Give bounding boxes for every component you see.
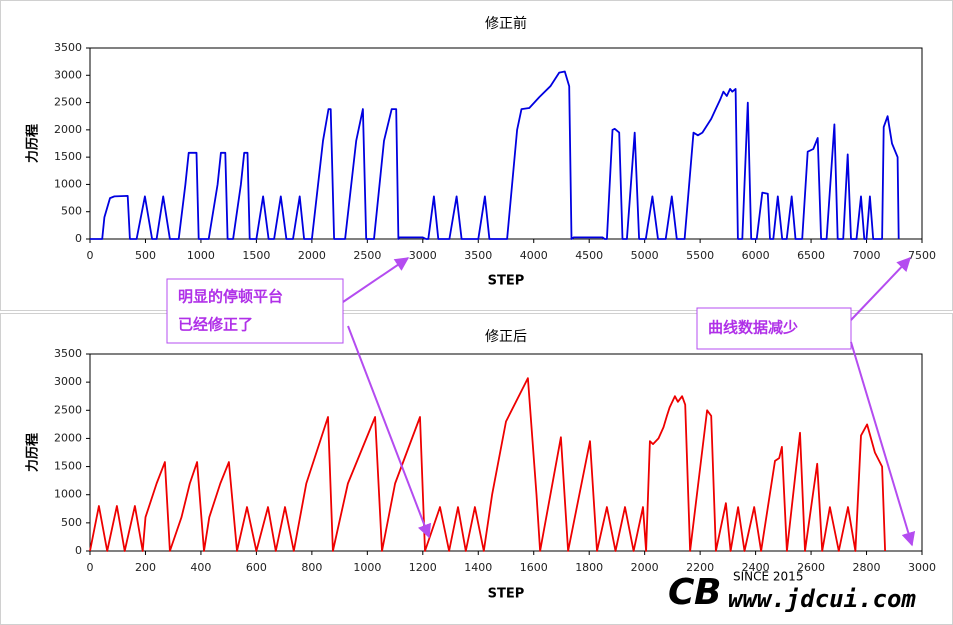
y-tick-label: 500 [61, 516, 82, 529]
x-tick-label: 800 [301, 561, 322, 574]
x-tick-label: 1200 [409, 561, 437, 574]
x-tick-label: 4000 [520, 249, 548, 262]
y-tick-label: 3000 [54, 375, 82, 388]
x-tick-label: 600 [246, 561, 267, 574]
x-tick-label: 3000 [409, 249, 437, 262]
y-tick-label: 1500 [54, 460, 82, 473]
x-tick-label: 2000 [298, 249, 326, 262]
y-tick-label: 500 [61, 205, 82, 218]
plot-area [89, 353, 923, 552]
y-tick-label: 1000 [54, 488, 82, 501]
x-tick-label: 1500 [242, 249, 270, 262]
x-tick-label: 2400 [742, 561, 770, 574]
x-tick-label: 3500 [464, 249, 492, 262]
annotation-box [696, 307, 852, 350]
data-line [90, 70, 900, 240]
watermark: C B SINCE 2015 www.jdcui.com [668, 570, 916, 614]
x-tick-label: 400 [190, 561, 211, 574]
x-tick-label: 7500 [908, 249, 936, 262]
watermark-site: www.jdcui.com [728, 585, 916, 613]
y-tick-label: 1000 [54, 177, 82, 190]
x-tick-label: 1600 [520, 561, 548, 574]
x-tick-label: 1400 [464, 561, 492, 574]
x-tick-label: 1800 [575, 561, 603, 574]
x-tick-label: 4500 [575, 249, 603, 262]
chart-title: 修正前 [485, 15, 527, 32]
x-tick-label: 2600 [797, 561, 825, 574]
x-tick-label: 3000 [908, 561, 936, 574]
annotation-box [166, 278, 344, 344]
chart-title: 修正后 [485, 329, 527, 345]
y-axis-label: 力历程 [25, 433, 41, 472]
y-tick-label: 1500 [54, 150, 82, 163]
x-tick-label: 2200 [686, 561, 714, 574]
watermark-since: SINCE 2015 [733, 570, 803, 584]
annotation: 已经修正了 [178, 316, 253, 334]
svg-text:B: B [694, 572, 721, 613]
y-axis-label: 力历程 [25, 124, 41, 163]
y-tick-label: 3500 [54, 347, 82, 360]
x-tick-label: 5500 [686, 249, 714, 262]
annotation: 明显的停顿平台 [178, 288, 283, 306]
x-tick-label: 1000 [187, 249, 215, 262]
y-tick-label: 2000 [54, 431, 82, 444]
annotation: 曲线数据减少 [708, 319, 798, 337]
x-tick-label: 6500 [797, 249, 825, 262]
data-line [89, 377, 886, 552]
x-tick-label: 7000 [853, 249, 881, 262]
panel [0, 313, 953, 625]
x-tick-label: 0 [87, 249, 94, 262]
y-tick-label: 3500 [54, 41, 82, 54]
x-tick-label: 6000 [742, 249, 770, 262]
y-tick-label: 0 [75, 232, 82, 245]
y-tick-label: 3000 [54, 68, 82, 81]
arrows [342, 256, 916, 547]
x-tick-label: 0 [87, 561, 94, 574]
x-tick-label: 500 [135, 249, 156, 262]
x-tick-label: 2800 [853, 561, 881, 574]
x-tick-label: 1000 [353, 561, 381, 574]
y-tick-label: 0 [75, 544, 82, 557]
x-axis-label: STEP [488, 274, 525, 289]
panel [0, 0, 953, 311]
x-tick-label: 200 [135, 561, 156, 574]
y-tick-label: 2000 [54, 123, 82, 136]
y-tick-label: 2500 [54, 96, 82, 109]
x-tick-label: 2000 [631, 561, 659, 574]
x-tick-label: 5000 [631, 249, 659, 262]
x-tick-label: 2500 [353, 249, 381, 262]
y-tick-label: 2500 [54, 403, 82, 416]
svg-text:C: C [668, 572, 695, 613]
x-axis-label: STEP [488, 587, 525, 602]
